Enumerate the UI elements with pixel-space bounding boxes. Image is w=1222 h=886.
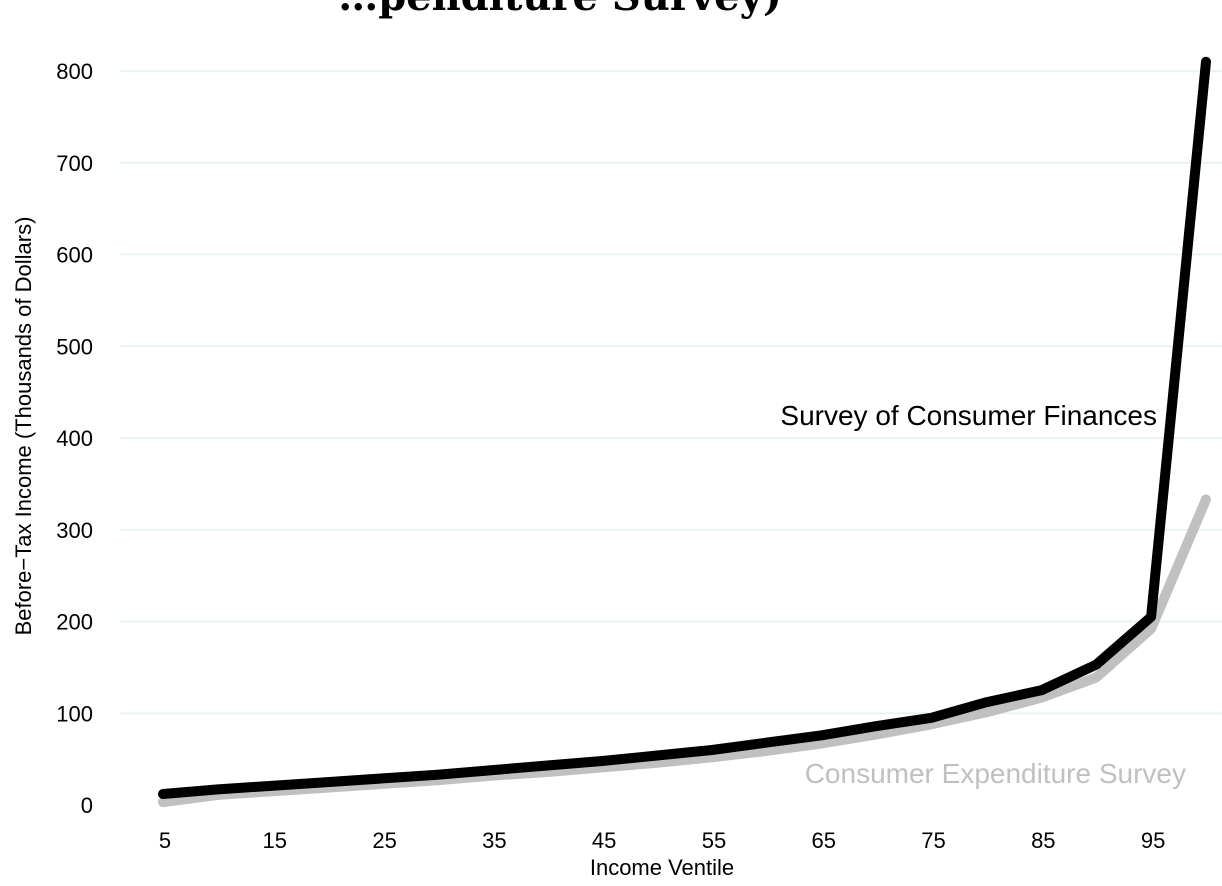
x-tick-label: 35: [482, 828, 506, 853]
y-tick-label: 200: [56, 610, 93, 635]
chart-title: …penditure Survey): [338, 0, 782, 20]
x-tick-label: 75: [921, 828, 945, 853]
y-tick-label: 700: [56, 151, 93, 176]
y-tick-label: 0: [81, 793, 93, 818]
x-axis-title: Income Ventile: [590, 855, 734, 880]
y-axis-title: Before−Tax Income (Thousands of Dollars): [11, 217, 36, 636]
x-tick-label: 5: [159, 828, 171, 853]
series-line-ces: [158, 494, 1211, 808]
y-tick-label: 100: [56, 701, 93, 726]
y-axis-ticks: 0 100 200 300 400 500 600 700 800: [56, 59, 93, 818]
y-tick-label: 500: [56, 334, 93, 359]
grid-lines: [120, 70, 1222, 714]
x-tick-label: 85: [1031, 828, 1055, 853]
y-tick-label: 800: [56, 59, 93, 84]
y-tick-label: 400: [56, 426, 93, 451]
x-tick-label: 95: [1141, 828, 1165, 853]
series-label-scf: Survey of Consumer Finances: [780, 400, 1157, 431]
series-line-scf: [158, 56, 1211, 799]
x-tick-label: 25: [372, 828, 396, 853]
x-axis-ticks: 5 15 25 35 45 55 65 75 85 95: [159, 828, 1165, 853]
y-tick-label: 600: [56, 243, 93, 268]
x-tick-label: 55: [702, 828, 726, 853]
x-tick-label: 65: [811, 828, 835, 853]
series-lines: [158, 56, 1211, 808]
x-tick-label: 15: [263, 828, 287, 853]
series-label-ces: Consumer Expenditure Survey: [805, 758, 1186, 789]
x-tick-label: 45: [592, 828, 616, 853]
y-tick-label: 300: [56, 518, 93, 543]
